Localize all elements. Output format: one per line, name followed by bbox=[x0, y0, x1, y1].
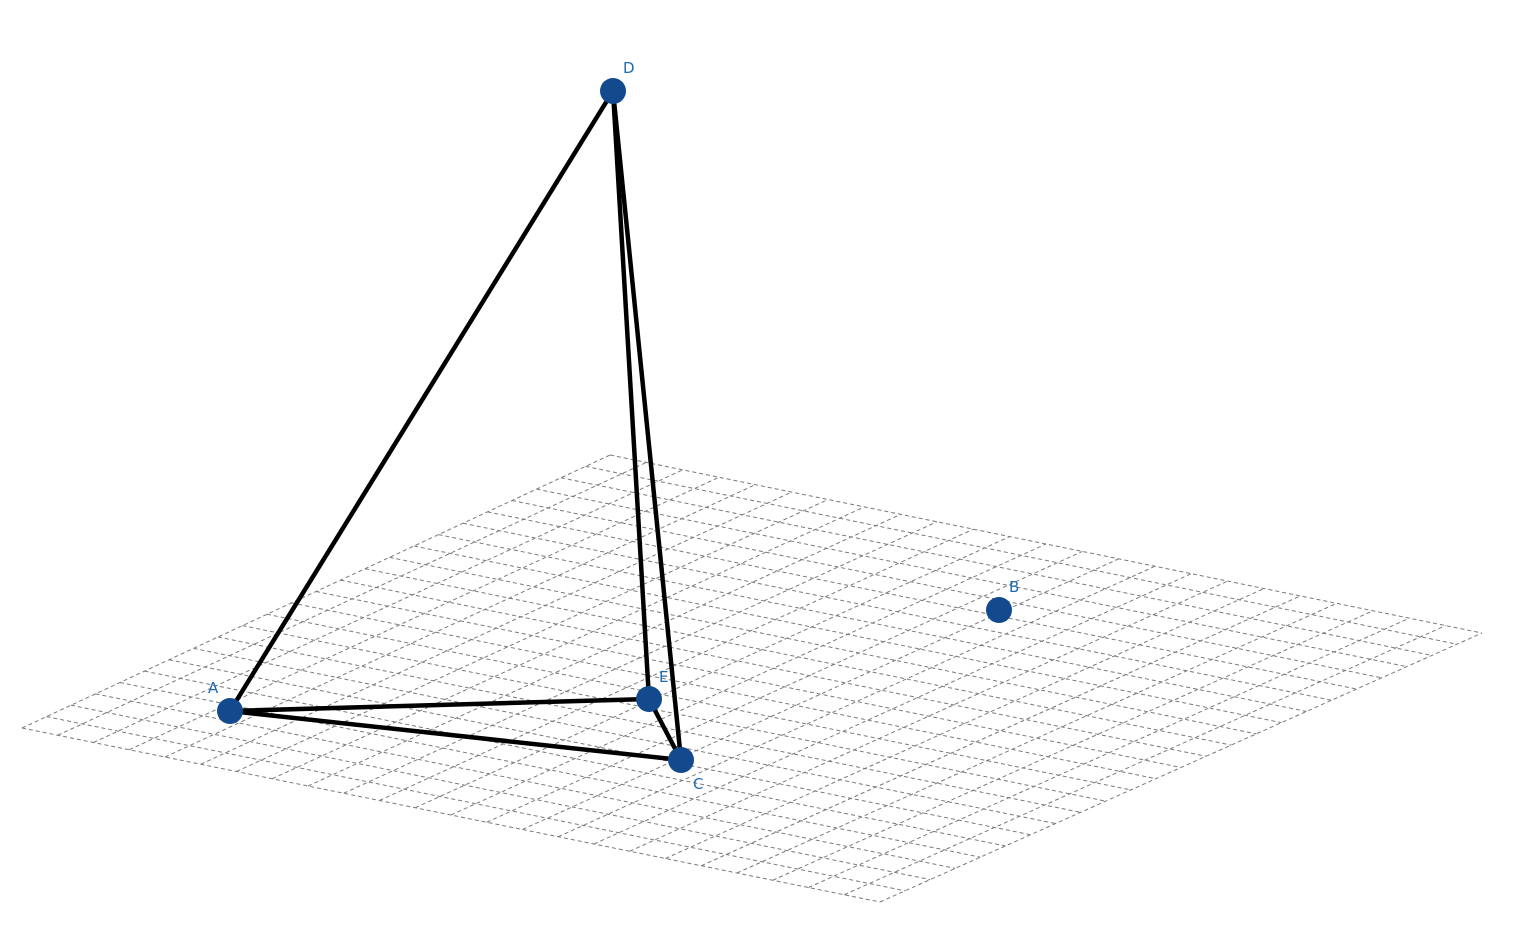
grid-line bbox=[585, 465, 1458, 645]
point-a-label: A bbox=[208, 679, 219, 697]
point-a[interactable]: A bbox=[208, 679, 243, 724]
grid-line bbox=[438, 534, 1307, 712]
grid-line bbox=[736, 602, 1337, 874]
grid-line bbox=[364, 568, 1232, 746]
grid-line bbox=[415, 536, 1010, 809]
grid-line bbox=[450, 543, 1047, 816]
grid-line bbox=[609, 454, 1483, 634]
point-c[interactable]: C bbox=[668, 747, 703, 793]
point-d-label: D bbox=[623, 59, 635, 77]
segment-ad[interactable] bbox=[227, 88, 616, 714]
grid-line bbox=[389, 556, 1257, 735]
grid-line bbox=[291, 602, 1157, 780]
point-c-label: C bbox=[693, 775, 703, 793]
grid-line bbox=[772, 610, 1374, 881]
grid-line bbox=[560, 477, 1432, 656]
grid-line bbox=[46, 716, 906, 892]
grid-line bbox=[95, 693, 956, 869]
point-e-dot[interactable] bbox=[636, 686, 662, 712]
grid-line bbox=[119, 682, 981, 858]
grid-line bbox=[879, 632, 1483, 903]
point-e[interactable]: E bbox=[636, 668, 668, 712]
grid-line bbox=[70, 704, 931, 881]
point-d-dot[interactable] bbox=[600, 78, 626, 104]
point-b[interactable]: B bbox=[986, 578, 1019, 623]
grid-line bbox=[462, 522, 1332, 701]
segment-ed[interactable] bbox=[610, 88, 652, 702]
segment-cd[interactable] bbox=[610, 88, 684, 763]
grid-line bbox=[343, 521, 938, 794]
tetrahedron-edges bbox=[227, 88, 684, 763]
grid-line bbox=[844, 625, 1446, 896]
grid-line bbox=[379, 528, 974, 801]
point-a-dot[interactable] bbox=[217, 698, 243, 724]
point-c-dot[interactable] bbox=[668, 747, 694, 773]
grid-line bbox=[808, 617, 1410, 888]
grid-line bbox=[536, 488, 1407, 668]
grid-line bbox=[272, 506, 865, 780]
segment-ac[interactable] bbox=[227, 708, 684, 763]
grid-line bbox=[340, 579, 1207, 757]
point-b-label: B bbox=[1009, 578, 1019, 596]
segment-ae[interactable] bbox=[227, 696, 652, 714]
point-e-label: E bbox=[659, 668, 668, 686]
grid-line bbox=[629, 580, 1228, 852]
grid-line bbox=[315, 591, 1182, 768]
points-layer: A B C D E bbox=[208, 59, 1019, 793]
grid-line bbox=[266, 613, 1131, 791]
grid-line bbox=[487, 511, 1357, 690]
xy-plane-grid bbox=[21, 454, 1483, 903]
grid-line bbox=[413, 545, 1282, 724]
point-d[interactable]: D bbox=[600, 59, 635, 104]
point-b-dot[interactable] bbox=[986, 597, 1012, 623]
